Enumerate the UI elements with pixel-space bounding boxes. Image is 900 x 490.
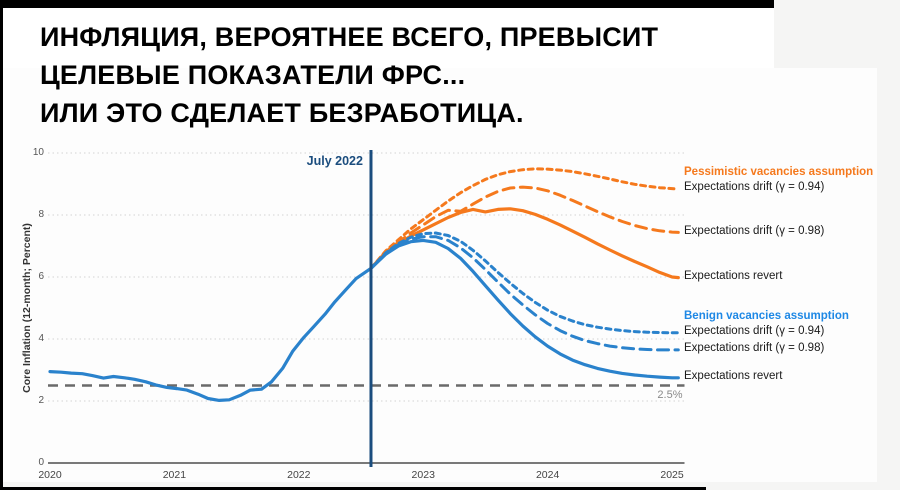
series-line-pessimistic-drift-098 xyxy=(369,185,680,270)
series-line-benign-drift-098 xyxy=(369,235,680,352)
page-title-line-3: ИЛИ ЭТО СДЕЛАЕТ БЕЗРАБОТИЦА. xyxy=(40,98,524,128)
x-tick-2022: 2022 xyxy=(287,469,311,481)
page-title-line-1: ИНФЛЯЦИЯ, ВЕРОЯТНЕЕ ВСЕГО, ПРЕВЫСИТ xyxy=(40,22,659,52)
series-line-benign-revert xyxy=(369,238,680,380)
y-tick-0: 0 xyxy=(38,457,44,468)
series-line-pessimistic-drift-094 xyxy=(369,167,680,270)
legend-entry-pessimistic-drift-098: Expectations drift (γ = 0.98) xyxy=(684,224,825,237)
legend-entry-benign-revert: Expectations revert xyxy=(684,370,783,383)
page-title: ИНФЛЯЦИЯ, ВЕРОЯТНЕЕ ВСЕГО, ПРЕВЫСИТ ЦЕЛЕ… xyxy=(40,18,800,132)
frame-bottom-strip xyxy=(0,487,706,490)
series-line-core-inflation-actual xyxy=(48,266,373,402)
series-line-pessimistic-revert xyxy=(369,207,680,280)
target-value-label: 2.5% xyxy=(657,388,683,401)
series-line-benign-drift-094 xyxy=(369,231,680,335)
chart-panel xyxy=(3,68,877,482)
legend-entry-benign-drift-094: Expectations drift (γ = 0.94) xyxy=(684,325,825,338)
legend-entry-benign-drift-098: Expectations drift (γ = 0.98) xyxy=(684,342,825,355)
y-tick-4: 4 xyxy=(38,333,44,344)
july-2022-label: July 2022 xyxy=(306,154,363,168)
x-tick-2025: 2025 xyxy=(660,469,684,481)
y-tick-10: 10 xyxy=(32,147,44,158)
x-tick-2021: 2021 xyxy=(162,469,187,481)
legend-header-pessimistic: Pessimistic vacancies assumption xyxy=(684,165,874,178)
page-title-line-2: ЦЕЛЕВЫЕ ПОКАЗАТЕЛИ ФРС... xyxy=(40,60,466,90)
x-tick-2023: 2023 xyxy=(411,469,435,481)
x-tick-2024: 2024 xyxy=(535,469,560,481)
legend-entry-pessimistic-revert: Expectations revert xyxy=(684,270,783,283)
y-tick-8: 8 xyxy=(38,209,44,220)
y-tick-2: 2 xyxy=(38,395,44,406)
frame-left-strip xyxy=(0,0,3,490)
x-tick-2020: 2020 xyxy=(38,469,62,481)
legend-header-benign: Benign vacancies assumption xyxy=(684,309,849,322)
frame-top-strip xyxy=(0,0,774,8)
legend-entry-pessimistic-drift-094: Expectations drift (γ = 0.94) xyxy=(684,181,825,194)
y-tick-6: 6 xyxy=(38,271,44,282)
title-panel xyxy=(3,8,774,68)
